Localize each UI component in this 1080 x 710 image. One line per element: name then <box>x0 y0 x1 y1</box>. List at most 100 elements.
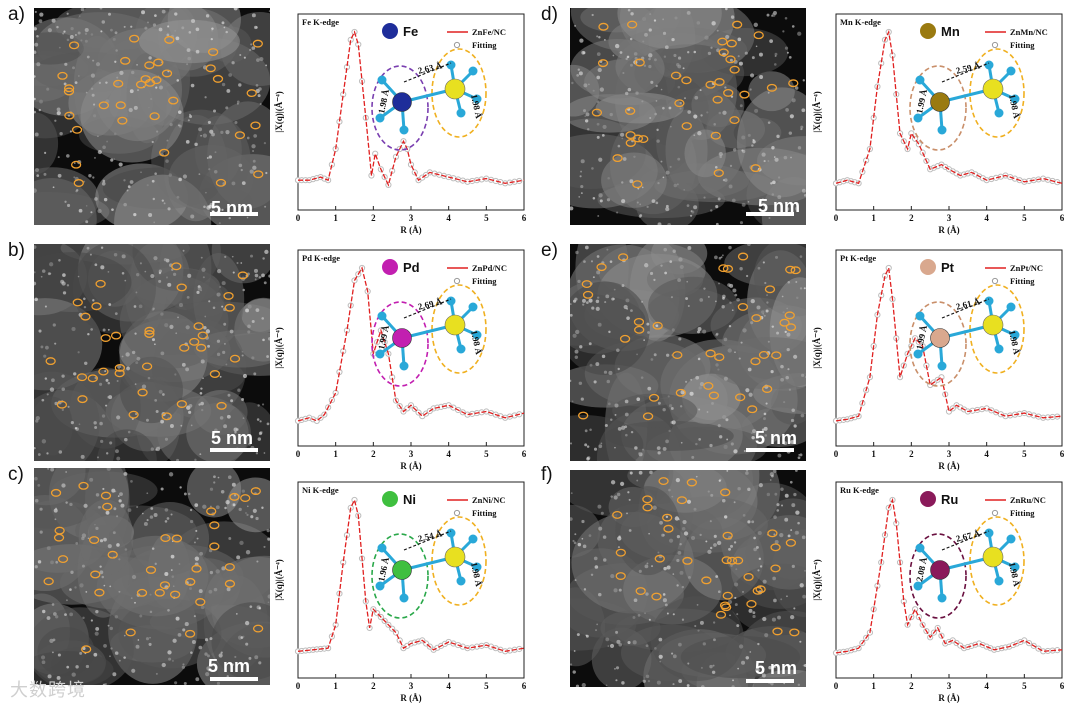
texture-dot <box>707 490 710 493</box>
texture-dot <box>34 27 37 31</box>
texture-dot <box>158 85 163 90</box>
texture-dot <box>170 513 173 516</box>
texture-dot <box>669 260 673 263</box>
distance-arrow <box>941 62 990 83</box>
texture-dot <box>109 655 111 658</box>
x-tick-label: 2 <box>909 681 914 691</box>
texture-dot <box>715 363 719 367</box>
single-atom-circle <box>767 529 778 538</box>
single-atom-circle <box>627 20 638 29</box>
texture-dot <box>603 370 608 374</box>
texture-dot <box>250 515 254 519</box>
texture-dot <box>85 664 90 669</box>
single-atom-circle <box>206 507 217 516</box>
texture-dot <box>636 479 639 482</box>
single-atom-circle <box>184 629 196 638</box>
texture-dot <box>717 197 721 201</box>
texture-dot <box>591 13 594 17</box>
texture-dot <box>686 280 689 283</box>
texture-dot <box>57 156 60 159</box>
texture-dot <box>64 62 68 66</box>
scale-bar-label-a: 5 nm <box>211 198 254 218</box>
texture-dot <box>699 298 704 302</box>
bond-length-label: 1.98 Å <box>1007 93 1022 120</box>
texture-dot <box>154 562 157 565</box>
texture-dot <box>152 307 155 310</box>
scale-bar <box>210 448 258 452</box>
element-sphere-icon <box>920 23 936 39</box>
texture-dot <box>782 311 785 314</box>
x-tick-label: 4 <box>984 449 989 459</box>
texture-dot <box>213 170 218 174</box>
texture-dot <box>687 662 690 665</box>
texture-dot <box>666 353 670 357</box>
texture-dot <box>69 502 73 507</box>
texture-dot <box>209 637 213 641</box>
texture-dot <box>245 642 249 646</box>
haadf-image-b <box>34 244 270 461</box>
single-atom-circle <box>71 125 83 134</box>
texture-dot <box>67 114 71 117</box>
texture-dot <box>233 8 238 11</box>
texture-dot <box>761 198 765 201</box>
texture-dot <box>761 428 765 432</box>
texture-dot <box>596 122 600 126</box>
texture-dot <box>234 431 237 434</box>
texture-dot <box>44 377 48 380</box>
texture-dot <box>100 439 104 443</box>
texture-dot <box>35 419 39 423</box>
texture-dot <box>761 673 766 678</box>
texture-dot <box>127 185 131 189</box>
texture-dot <box>688 575 691 579</box>
edge-label: Mn K-edge <box>840 17 881 27</box>
bond-length-label: 1.98 Å <box>469 329 484 356</box>
texture-dot <box>572 539 575 543</box>
texture-dot <box>758 483 763 488</box>
texture-dot <box>242 288 246 292</box>
texture-dot <box>769 39 773 44</box>
texture-dot <box>109 441 113 445</box>
texture-dot <box>247 442 251 446</box>
texture-dot <box>90 619 93 622</box>
texture-dot <box>771 193 775 196</box>
texture-dot <box>98 81 101 84</box>
single-atom-circle <box>712 95 723 104</box>
texture-dot <box>642 16 647 22</box>
texture-dot <box>791 503 796 508</box>
texture-dot <box>800 413 805 418</box>
texture-dot <box>219 416 224 420</box>
texture-dot <box>764 281 767 285</box>
texture-dot <box>586 457 590 461</box>
texture-dot <box>598 36 601 39</box>
texture-dot <box>766 492 771 497</box>
legend-label-fitting: Fitting <box>1010 508 1035 518</box>
single-atom-circle <box>648 393 660 402</box>
texture-dot <box>678 642 682 647</box>
panel-letter-c: c) <box>8 464 24 485</box>
texture-dot <box>617 536 622 541</box>
texture-dot <box>203 325 207 330</box>
texture-dot <box>575 684 580 687</box>
texture-dot <box>579 345 583 349</box>
texture-dot <box>693 134 696 137</box>
texture-dot <box>647 386 652 391</box>
support-region <box>615 486 681 576</box>
n-atom <box>399 361 409 371</box>
single-atom-circle <box>80 312 91 321</box>
support-region <box>34 112 59 175</box>
texture-dot <box>246 513 249 517</box>
texture-dot <box>763 160 766 163</box>
single-atom-circle <box>582 290 594 299</box>
texture-dot <box>786 51 789 54</box>
texture-dot <box>582 298 586 303</box>
texture-dot <box>658 654 663 659</box>
texture-dot <box>598 193 603 198</box>
texture-dot <box>784 16 788 20</box>
texture-dot <box>149 610 153 614</box>
n-atom <box>472 330 482 340</box>
texture-dot <box>713 123 716 126</box>
fit-line-series <box>835 29 1063 185</box>
texture-dot <box>268 10 270 12</box>
texture-dot <box>718 111 722 115</box>
edge-label: Ni K-edge <box>302 485 339 495</box>
